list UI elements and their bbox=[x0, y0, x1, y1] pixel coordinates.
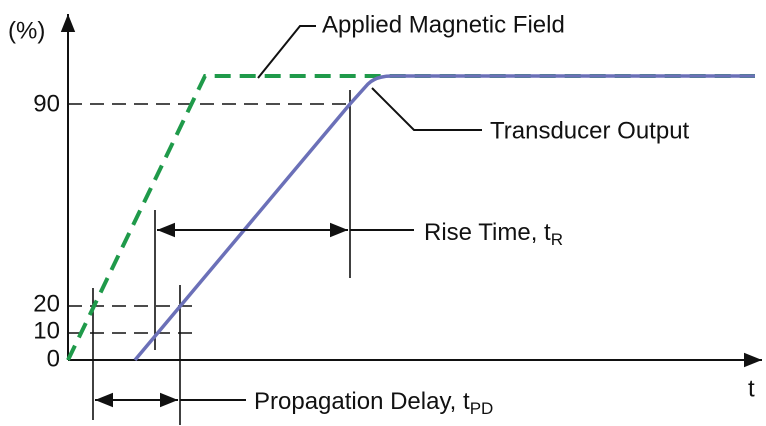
applied-field-label: Applied Magnetic Field bbox=[322, 11, 565, 38]
leader-line bbox=[371, 87, 482, 131]
y-tick-label: 0 bbox=[47, 345, 60, 372]
y-tick-label: 20 bbox=[33, 290, 60, 317]
leader-line bbox=[257, 25, 316, 79]
y-tick-label: 90 bbox=[33, 90, 60, 117]
transducer-output-line bbox=[133, 74, 755, 362]
y-axis-label: (%) bbox=[8, 17, 45, 44]
transducer-output-label: Transducer Output bbox=[490, 117, 690, 144]
propagation-delay-label: Propagation Delay, tPD bbox=[254, 388, 493, 418]
x-axis-label: t bbox=[748, 375, 755, 402]
y-tick-label: 10 bbox=[33, 317, 60, 344]
rise-time-label: Rise Time, tR bbox=[424, 219, 563, 249]
